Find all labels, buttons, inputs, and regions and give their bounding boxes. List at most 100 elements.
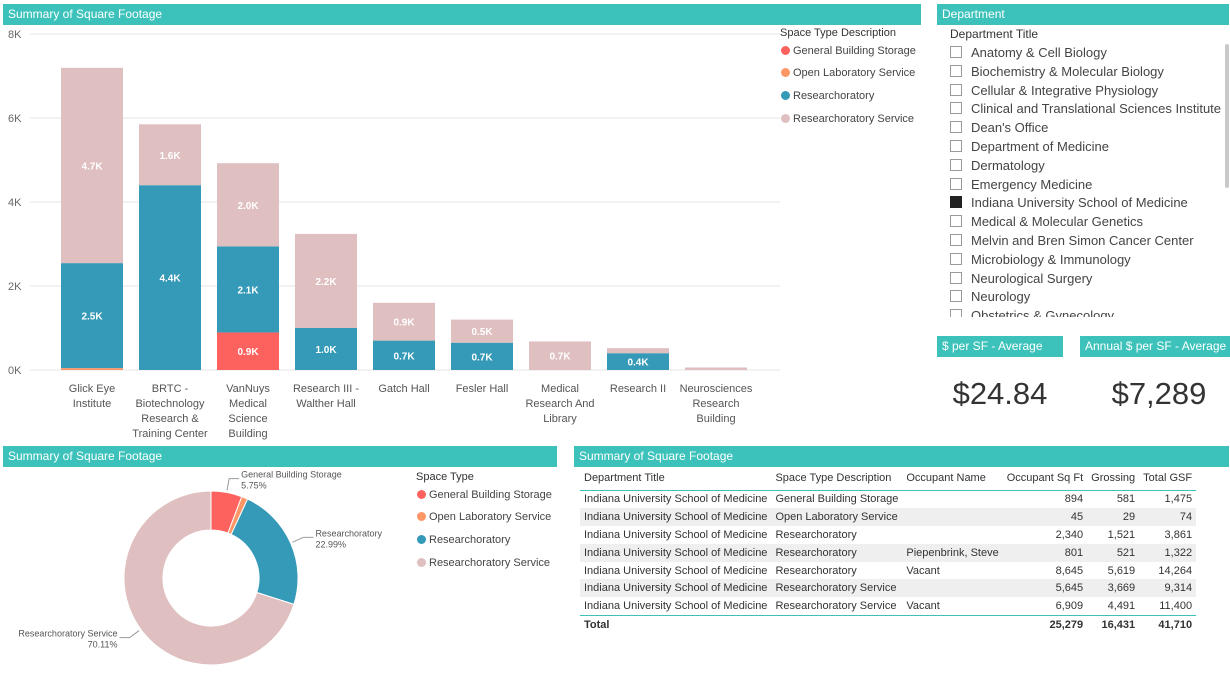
col-occupant-sq-ft[interactable]: Occupant Sq Ft (1002, 466, 1088, 491)
table-cell: 894 (1064, 493, 1084, 506)
checkbox-icon[interactable] (950, 64, 962, 77)
donut-legend-researchoratory-service[interactable]: Researchoratory Service (417, 557, 550, 569)
bar-segment[interactable] (295, 233, 357, 328)
slicer-title: Department Title (950, 27, 1039, 41)
slicer-item[interactable]: Dean's Office (950, 120, 1048, 135)
slicer-item-label: Clinical and Translational Sciences Inst… (971, 101, 1222, 117)
bar-segment[interactable] (373, 302, 435, 341)
slicer-item[interactable]: Obstetrics & Gynecology (950, 308, 1114, 317)
bar-segment[interactable] (373, 340, 435, 370)
table-cell: Piepenbrink, Steve (902, 543, 1003, 562)
checkbox-checked-icon[interactable] (950, 196, 962, 209)
table-row[interactable]: Indiana University School of Medicine Res… (580, 562, 1196, 580)
donut-slice-label: Researchoratory Service (18, 629, 117, 639)
slicer-item[interactable]: Department of Medicine (950, 139, 1109, 154)
col-occupant-name[interactable]: Occupant Name (902, 466, 1003, 491)
table-cell: Vacant (906, 600, 940, 613)
slicer-item-label: Dean's Office (971, 120, 1049, 136)
table-cell: 74 (1139, 507, 1197, 526)
bar-legend-open-laboratory-service[interactable]: Open Laboratory Service (781, 67, 915, 79)
legend-label: Open Laboratory Service (429, 511, 552, 523)
slicer-item[interactable]: Biochemistry & Molecular Biology (950, 64, 1164, 79)
checkbox-icon[interactable] (950, 234, 962, 246)
donut-slice[interactable] (123, 490, 295, 666)
bar-legend-general-building-storage[interactable]: General Building Storage (781, 45, 916, 57)
donut-legend-researchoratory[interactable]: Researchoratory (417, 534, 510, 546)
slicer-item[interactable]: Medical & Molecular Genetics (950, 214, 1143, 229)
slicer-list[interactable]: Anatomy & Cell Biology Biochemistry & Mol… (944, 44, 1229, 317)
slicer-scrollbar[interactable] (1225, 44, 1229, 188)
slicer-item[interactable]: Neurology (950, 289, 1030, 304)
slicer-item-label: Indiana University School of Medicine (971, 195, 1188, 211)
slicer-item[interactable]: Microbiology & Immunology (950, 252, 1131, 267)
table-row[interactable]: Indiana University School of Medicine Res… (580, 543, 1197, 562)
table-cell: Indiana University School of Medicine (580, 579, 772, 598)
legend-label: Researchoratory (429, 534, 511, 546)
bar-segment[interactable] (217, 246, 279, 333)
slicer-item-label: Emergency Medicine (971, 176, 1093, 192)
checkbox-icon[interactable] (950, 215, 962, 228)
table-row[interactable]: Indiana University School of Medicine Ope… (580, 507, 1197, 526)
checkbox-icon[interactable] (950, 309, 962, 317)
bar-segment[interactable] (295, 328, 357, 370)
slicer-item[interactable]: Dermatology (950, 158, 1045, 173)
table-cell: 3,669 (1087, 579, 1140, 598)
slicer-item[interactable]: Cellular & Integrative Physiology (950, 83, 1158, 98)
bar-segment[interactable] (139, 124, 201, 186)
checkbox-icon[interactable] (950, 158, 962, 171)
col-total-gsf[interactable]: Total GSF (1139, 466, 1197, 491)
donut-legend-open-laboratory-service[interactable]: Open Laboratory Service (417, 511, 551, 523)
col-space-type-description[interactable]: Space Type Description (771, 466, 903, 491)
bar-segment[interactable] (529, 341, 591, 370)
donut-slice[interactable] (230, 498, 299, 605)
table-row[interactable]: Indiana University School of Medicine Res… (580, 526, 1196, 544)
slicer-item-label: Obstetrics & Gynecology (971, 308, 1115, 317)
slicer-item[interactable]: Clinical and Translational Sciences Inst… (950, 101, 1221, 116)
donut-leader-line (292, 536, 314, 543)
checkbox-icon[interactable] (950, 46, 962, 58)
checkbox-icon[interactable] (950, 177, 962, 190)
checkbox-icon[interactable] (950, 102, 962, 115)
y-tick-label: 8K (8, 29, 22, 41)
checkbox-icon[interactable] (950, 271, 962, 284)
bar-segment[interactable] (61, 67, 123, 264)
slicer-item[interactable]: Anatomy & Cell Biology (950, 45, 1107, 60)
table-row[interactable]: Indiana University School of Medicine Gen… (580, 490, 1196, 508)
bar-legend-researchoratory-service[interactable]: Researchoratory Service (781, 113, 914, 125)
slicer-item[interactable]: Neurological Surgery (950, 271, 1092, 286)
y-tick-label: 4K (8, 197, 22, 209)
x-category-label: Gatch Hall (378, 383, 429, 395)
bar-segment[interactable] (61, 263, 123, 369)
checkbox-icon[interactable] (950, 121, 962, 134)
bar-data-label: 1.6K (159, 151, 181, 162)
table-total-cell (902, 614, 1003, 635)
legend-label: Researchoratory Service (429, 557, 551, 569)
bar-segment[interactable] (217, 163, 279, 247)
table-row[interactable]: Indiana University School of Medicine Res… (580, 597, 1196, 615)
table-cell: 5,619 (1107, 564, 1136, 577)
bar-segment[interactable] (61, 368, 123, 370)
checkbox-icon[interactable] (950, 83, 962, 96)
checkbox-icon[interactable] (950, 252, 962, 265)
bar-segment[interactable] (607, 353, 669, 370)
checkbox-icon[interactable] (950, 140, 962, 152)
bar-segment[interactable] (451, 342, 513, 370)
bar-segment[interactable] (685, 367, 747, 370)
slicer-item[interactable]: Indiana University School of Medicine (950, 195, 1188, 210)
donut-legend-general-building-storage[interactable]: General Building Storage (417, 489, 552, 501)
table-row[interactable]: Indiana University School of Medicine Res… (580, 579, 1197, 598)
bar-segment[interactable] (139, 185, 201, 370)
x-category-label: Research & (141, 413, 199, 425)
slicer-item[interactable]: Melvin and Bren Simon Cancer Center (950, 233, 1194, 248)
bar-segment[interactable] (451, 319, 513, 343)
col-grossing[interactable]: Grossing (1087, 466, 1140, 491)
checkbox-icon[interactable] (950, 290, 962, 303)
bar-segment[interactable] (217, 332, 279, 370)
bar-legend-researchoratory[interactable]: Researchoratory (781, 90, 874, 102)
table-cell: 4,491 (1107, 600, 1136, 613)
bar-segment[interactable] (607, 348, 669, 354)
slicer-item[interactable]: Emergency Medicine (950, 177, 1092, 192)
bar-data-label: 2.2K (315, 277, 337, 288)
x-category-label: Glick Eye (69, 383, 115, 395)
col-department-title[interactable]: Department Title (580, 466, 772, 491)
